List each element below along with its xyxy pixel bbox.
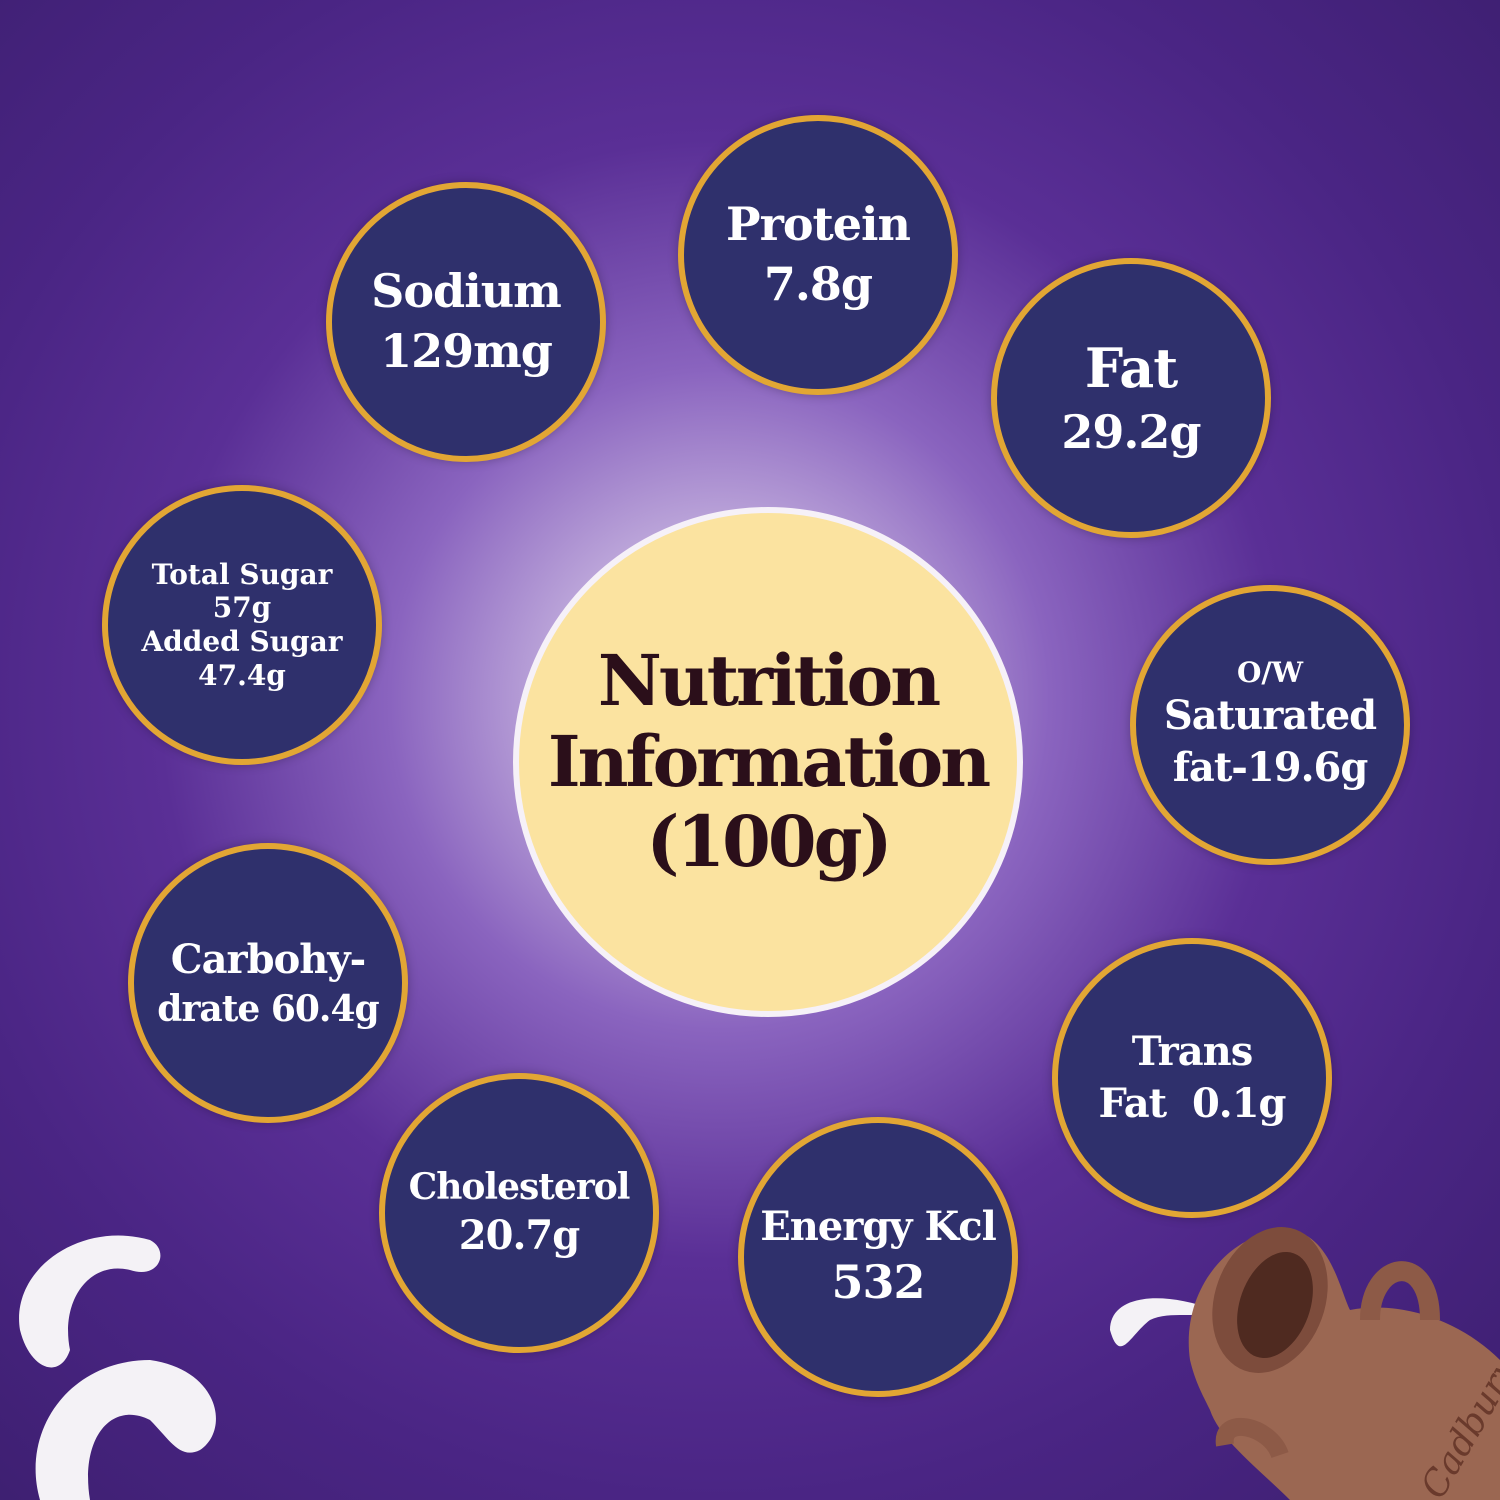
fat-value: 29.2g	[1061, 405, 1201, 460]
energy-bubble: Energy Kcl 532	[738, 1117, 1018, 1397]
title-line-1: Nutrition	[597, 639, 941, 723]
cholesterol-value: 20.7g	[458, 1212, 580, 1260]
carbohydrate-label: Carbohy-	[170, 935, 366, 983]
fat-bubble: Fat 29.2g	[991, 258, 1271, 538]
fat-label: Fat	[1084, 336, 1178, 400]
carbohydrate-bubble: Carbohy- drate 60.4g	[128, 843, 408, 1123]
cholesterol-label: Cholesterol	[408, 1165, 631, 1208]
cholesterol-bubble: Cholesterol 20.7g	[379, 1073, 659, 1353]
nutrition-information-title: Nutrition Information (100g)	[513, 507, 1023, 1017]
chocolate-jug-illustration: Cadbury	[1110, 1227, 1500, 1500]
added-sugar-label: Added Sugar	[141, 625, 343, 658]
sodium-label: Sodium	[371, 264, 562, 319]
energy-label: Energy Kcl	[760, 1203, 997, 1251]
carbohydrate-value: drate 60.4g	[157, 987, 379, 1030]
protein-label: Protein	[726, 197, 911, 252]
saturated-prefix: O/W	[1236, 656, 1304, 690]
sodium-value: 129mg	[380, 324, 553, 378]
protein-value: 7.8g	[763, 257, 873, 311]
total-sugar-value: 57g	[212, 591, 272, 625]
saturated-value: fat-19.6g	[1172, 743, 1369, 791]
title-line-2: Information	[547, 719, 991, 803]
sugar-bubble: Total Sugar 57g Added Sugar 47.4g	[102, 485, 382, 765]
trans-value: Fat 0.1g	[1098, 1080, 1286, 1127]
energy-value: 532	[831, 1255, 925, 1310]
saturated-label: Saturated	[1163, 691, 1377, 739]
trans-label: Trans	[1131, 1028, 1253, 1075]
title-line-3: (100g)	[646, 800, 892, 884]
added-sugar-value: 47.4g	[198, 658, 286, 692]
trans-fat-bubble: Trans Fat 0.1g	[1052, 938, 1332, 1218]
protein-bubble: Protein 7.8g	[678, 115, 958, 395]
total-sugar-label: Total Sugar	[151, 557, 333, 591]
milk-splash-illustration	[19, 1235, 216, 1500]
sodium-bubble: Sodium 129mg	[326, 182, 606, 462]
saturated-fat-bubble: O/W Saturated fat-19.6g	[1130, 585, 1410, 865]
